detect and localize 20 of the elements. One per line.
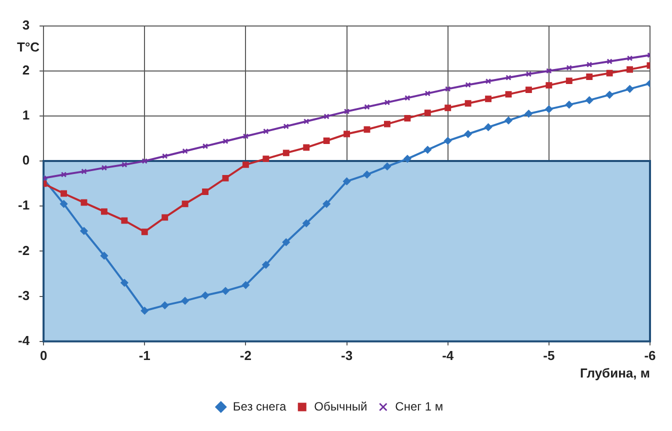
x-tick-label: -1 xyxy=(138,348,150,363)
y-tick-label: -1 xyxy=(18,198,30,213)
x-axis-title: Глубина, м xyxy=(580,365,650,380)
y-tick-label: 0 xyxy=(22,152,30,168)
x-tick-label: -3 xyxy=(341,348,353,363)
y-tick-label: 3 xyxy=(22,17,30,32)
y-tick-label: 1 xyxy=(22,108,30,123)
x-tick-label: -4 xyxy=(442,348,454,363)
y-tick-label: 2 xyxy=(22,62,30,78)
y-tick-label: -4 xyxy=(18,332,30,348)
x-tick-label: -6 xyxy=(644,348,656,363)
legend-label: Обычный xyxy=(314,399,368,414)
legend-label: Без снега xyxy=(232,399,286,414)
legend-label: Снег 1 м xyxy=(395,399,444,414)
x-tick-label: -2 xyxy=(240,348,252,363)
x-tick-label: -5 xyxy=(543,348,555,363)
y-axis-title: T°C xyxy=(17,39,40,54)
y-tick-label: -3 xyxy=(18,288,30,303)
x-tick-label: 0 xyxy=(40,348,48,363)
y-tick-label: -2 xyxy=(18,242,30,258)
